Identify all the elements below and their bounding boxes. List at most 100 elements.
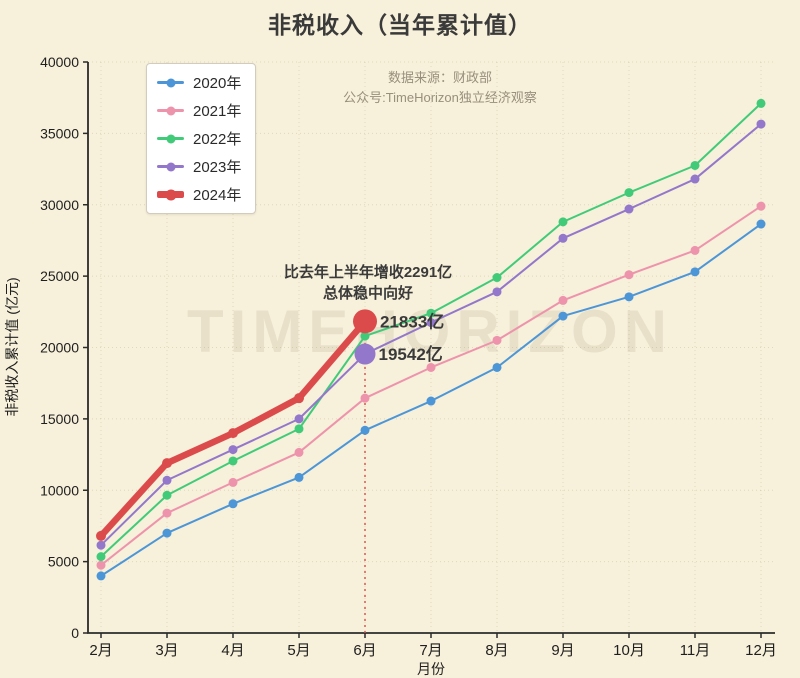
data-point	[492, 273, 502, 283]
data-point	[162, 458, 172, 469]
data-point	[294, 472, 304, 482]
legend-line-icon	[157, 106, 184, 115]
x-axis-title: 月份	[417, 661, 445, 677]
legend-label: 2023年	[193, 159, 242, 176]
x-tick-label: 12月	[745, 642, 777, 659]
y-tick-label: 35000	[40, 125, 79, 141]
data-point	[690, 245, 700, 255]
series-line-2021年	[100, 205, 762, 567]
highlight-value-label: 21833亿	[380, 311, 444, 331]
legend-label: 2020年	[193, 75, 242, 92]
data-point	[690, 267, 700, 277]
legend-line-icon	[157, 189, 184, 200]
data-point	[558, 295, 568, 305]
data-point	[162, 508, 172, 518]
data-point	[228, 445, 238, 455]
data-point	[756, 98, 766, 108]
data-point	[426, 362, 436, 372]
page-title: 非税收入（当年累计值）	[268, 12, 532, 38]
x-tick-label: 8月	[485, 642, 508, 659]
legend-item-2023年: 2023年	[157, 156, 241, 177]
source-line-1: 数据来源：财政部	[387, 70, 492, 85]
data-point	[624, 270, 634, 280]
data-point	[690, 160, 700, 170]
y-tick-label: 30000	[40, 197, 79, 213]
data-point	[96, 540, 106, 550]
y-tick-label: 5000	[48, 554, 79, 570]
legend-label: 2024年	[193, 187, 242, 204]
legend-marker-icon	[166, 134, 175, 143]
data-point	[558, 311, 568, 321]
y-tick-label: 0	[71, 625, 79, 641]
y-axis-title: 非税收入累计值 (亿元)	[4, 277, 20, 416]
legend-item-2022年: 2022年	[157, 128, 241, 149]
legend-marker-icon	[166, 78, 175, 87]
y-tick-label: 40000	[40, 54, 79, 70]
data-point	[228, 499, 238, 509]
data-point	[294, 393, 304, 404]
legend-line-icon	[157, 78, 184, 87]
x-tick-label: 2月	[89, 642, 112, 659]
data-point	[96, 552, 106, 562]
legend-item-2020年: 2020年	[157, 72, 241, 93]
highlight-point	[354, 343, 376, 365]
data-point	[690, 174, 700, 184]
data-point	[162, 475, 172, 485]
data-point	[756, 201, 766, 211]
legend-marker-icon	[165, 189, 176, 200]
data-point	[558, 217, 568, 227]
data-point	[492, 362, 502, 372]
data-point	[492, 335, 502, 345]
x-tick-label: 5月	[287, 642, 310, 659]
source-line-2: 公众号:TimeHorizon独立经济观察	[343, 90, 537, 105]
data-point	[96, 530, 106, 541]
highlight-value-label: 19542亿	[379, 344, 443, 364]
y-tick-label: 25000	[40, 268, 79, 284]
x-tick-label: 11月	[680, 642, 711, 659]
legend-item-2024年: 2024年	[157, 184, 241, 205]
legend-label: 2022年	[193, 131, 242, 148]
source-block: 数据来源：财政部 公众号:TimeHorizon独立经济观察	[290, 68, 590, 108]
data-point	[294, 447, 304, 457]
annotation-note-line2: 总体稳中向好	[323, 284, 413, 302]
y-tick-label: 15000	[40, 411, 79, 427]
data-point	[96, 560, 106, 570]
legend-line-icon	[157, 134, 184, 143]
legend-line-icon	[157, 162, 184, 171]
legend-label: 2021年	[193, 103, 242, 120]
data-point	[624, 188, 634, 198]
data-point	[294, 414, 304, 424]
data-point	[360, 393, 370, 403]
data-point	[492, 287, 502, 297]
data-point	[426, 396, 436, 406]
x-tick-label: 3月	[155, 642, 178, 659]
x-tick-label: 7月	[419, 642, 442, 659]
data-point	[558, 233, 568, 243]
data-point	[360, 331, 370, 341]
y-tick-label: 20000	[40, 340, 79, 356]
annotation-note-line1: 比去年上半年增收2291亿	[284, 263, 452, 281]
data-point	[756, 119, 766, 129]
data-point	[426, 308, 436, 318]
data-point	[228, 477, 238, 487]
data-point	[228, 428, 238, 439]
data-point	[162, 490, 172, 500]
data-point	[360, 425, 370, 435]
data-point	[162, 528, 172, 538]
data-point	[624, 204, 634, 214]
y-tick-label: 10000	[40, 482, 79, 498]
x-tick-label: 9月	[551, 642, 574, 659]
legend-marker-icon	[166, 106, 175, 115]
data-point	[426, 318, 436, 328]
data-point	[294, 424, 304, 434]
data-point	[228, 456, 238, 466]
legend: 2020年 2021年 2022年 2023年 2024年	[146, 63, 257, 214]
x-tick-label: 10月	[613, 642, 645, 659]
x-tick-label: 4月	[221, 642, 244, 659]
data-point	[624, 292, 634, 302]
data-point	[96, 571, 106, 581]
x-tick-label: 6月	[353, 642, 376, 659]
legend-marker-icon	[166, 162, 175, 171]
highlight-point	[353, 309, 377, 334]
